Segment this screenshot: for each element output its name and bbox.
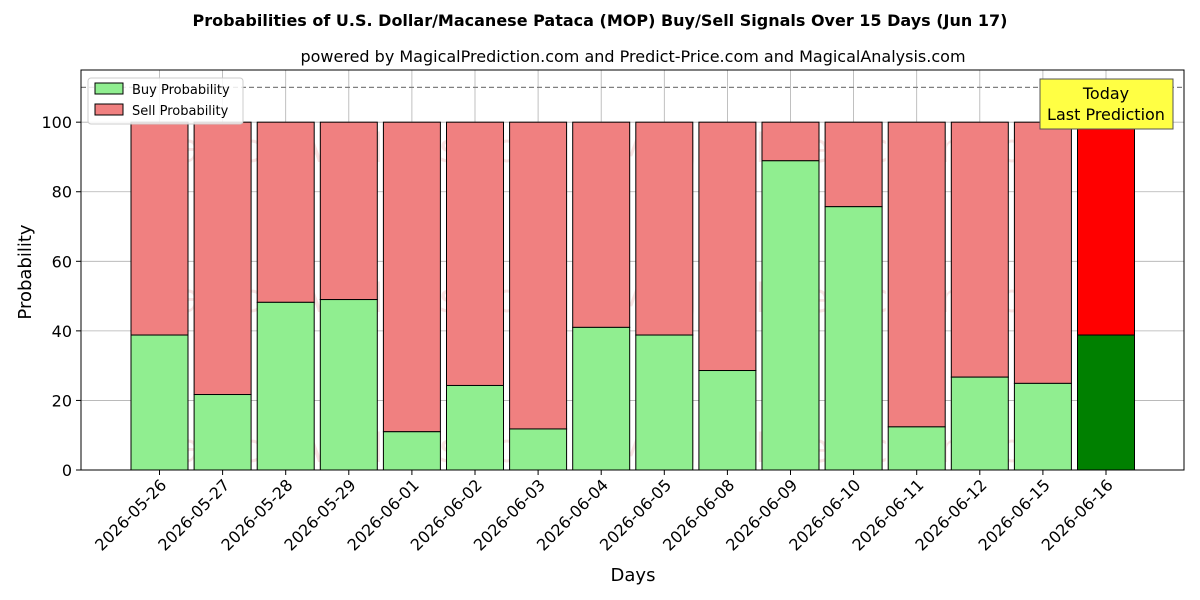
- bar-sell: [950, 121, 1009, 378]
- bar-buy: [1013, 382, 1072, 471]
- bar-buy: [193, 394, 252, 471]
- bar-buy: [509, 428, 568, 471]
- bar-buy: [382, 431, 441, 471]
- y-axis-label: Probability: [15, 224, 36, 319]
- bar-sell: [382, 121, 441, 433]
- y-tick-label: 80: [52, 183, 72, 202]
- bar-sell: [509, 121, 568, 430]
- bar-buy: [130, 334, 189, 471]
- bar-buy: [950, 376, 1009, 471]
- bar-sell: [193, 121, 252, 396]
- bar-buy: [572, 326, 631, 471]
- legend: Buy Probability Sell Probability: [87, 77, 244, 125]
- x-axis-label: Days: [611, 565, 656, 586]
- bar-buy: [887, 426, 946, 471]
- bar-buy: [824, 206, 883, 471]
- last-prediction-label: Last Prediction: [1047, 105, 1165, 124]
- legend-label-sell: Sell Probability: [132, 104, 229, 119]
- bar-sell: [256, 121, 315, 303]
- chart-subtitle: powered by MagicalPrediction.com and Pre…: [300, 47, 965, 66]
- bar-sell: [824, 121, 883, 208]
- legend-box: [87, 77, 244, 125]
- y-tick-label: 20: [52, 391, 72, 410]
- plot-area-frame: [80, 69, 1185, 471]
- today-label: Today: [1082, 84, 1129, 103]
- today-annotation-box: [1039, 78, 1174, 130]
- legend-swatch-sell: [94, 103, 124, 116]
- legend-swatch-buy: [94, 82, 124, 95]
- bar-sell: [761, 121, 820, 162]
- bar-buy: [446, 384, 504, 471]
- bar-buy: [256, 301, 315, 471]
- today-annotation: Today Last Prediction: [1039, 78, 1174, 130]
- bar-sell: [698, 121, 757, 372]
- chart-title: Probabilities of U.S. Dollar/Macanese Pa…: [193, 11, 1008, 30]
- bar-buy: [635, 334, 694, 471]
- y-tick-label: 60: [52, 252, 72, 271]
- bar-buy: [698, 370, 757, 471]
- bar-buy: [319, 299, 378, 471]
- bar-sell: [635, 121, 694, 336]
- y-tick-label: 100: [41, 113, 72, 132]
- bar-sell: [1013, 121, 1072, 384]
- bar-sell: [572, 121, 631, 328]
- bar-layer: [130, 121, 1135, 471]
- y-tick-label: 0: [62, 461, 72, 480]
- bar-buy: [1077, 334, 1135, 471]
- bar-sell: [887, 121, 946, 428]
- bar-sell: [1077, 121, 1135, 336]
- y-tick-label: 40: [52, 322, 72, 341]
- bar-sell: [319, 121, 378, 301]
- legend-label-buy: Buy Probability: [132, 83, 230, 98]
- bar-sell: [446, 121, 504, 386]
- bar-sell: [130, 121, 189, 336]
- bar-buy: [761, 160, 820, 471]
